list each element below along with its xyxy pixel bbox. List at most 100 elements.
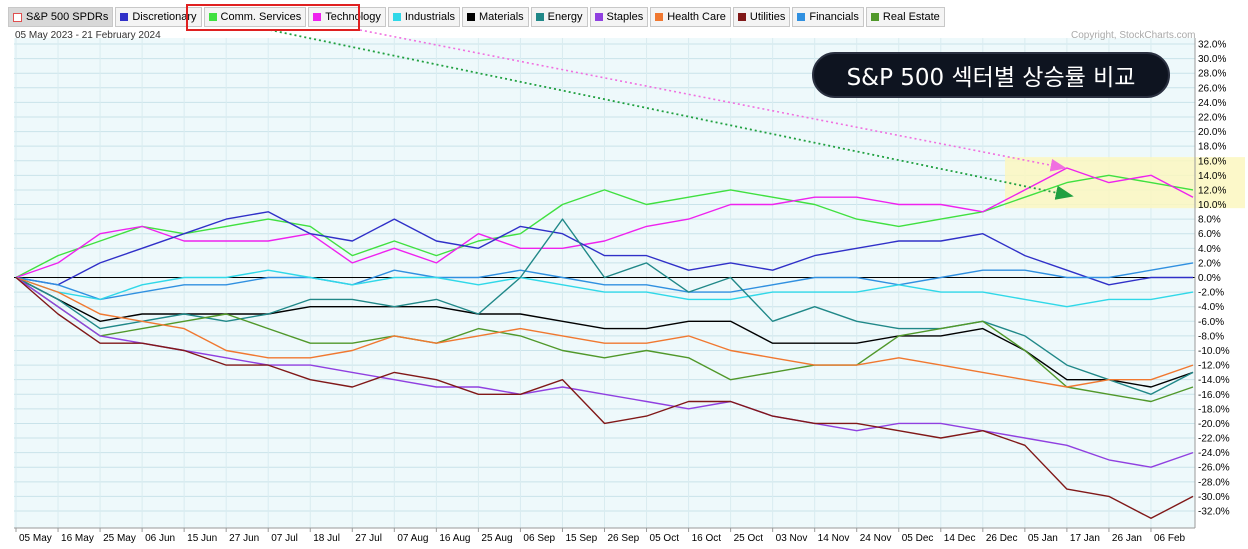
x-tick-label: 06 Jun [145, 533, 175, 544]
legend-swatch [120, 13, 129, 21]
x-tick-label: 05 May [19, 533, 52, 544]
y-tick-label: 28.0% [1198, 69, 1226, 80]
y-tick-label: 26.0% [1198, 83, 1226, 94]
highlight-band [1005, 157, 1245, 209]
legend-label: Materials [479, 11, 524, 23]
y-tick-label: 12.0% [1198, 185, 1226, 196]
y-tick-label: 2.0% [1198, 258, 1221, 269]
y-tick-label: 6.0% [1198, 229, 1221, 240]
legend-highlight-box [186, 4, 360, 31]
legend-item-industrials[interactable]: Industrials [387, 7, 461, 27]
legend-item-health-care[interactable]: Health Care [650, 7, 731, 27]
x-tick-label: 26 Sep [608, 533, 640, 544]
y-axis: 32.0% 30.0% 28.0% 26.0% 24.0% 22.0% 20.0% 18.0%… [1194, 38, 1230, 528]
x-tick-label: 07 Aug [397, 533, 428, 544]
y-tick-label: -6.0% [1198, 317, 1224, 328]
series-line-materials [15, 276, 1194, 388]
legend-label: Real Estate [882, 11, 940, 23]
y-tick-label: -8.0% [1198, 331, 1224, 342]
legend-label: Financials [809, 11, 859, 23]
legend-item-financials[interactable]: Financials [792, 7, 864, 27]
legend-swatch [737, 13, 746, 21]
legend-item-discretionary[interactable]: Discretionary [115, 7, 202, 27]
legend-label: Comm. Services [220, 11, 302, 23]
legend-swatch [594, 13, 603, 21]
series-line-real-estate [15, 276, 1194, 403]
legend-item-staples[interactable]: Staples [589, 7, 649, 27]
legend-label: Industrials [404, 11, 456, 23]
x-tick-label: 27 Jun [229, 533, 259, 544]
x-tick-label: 26 Jan [1112, 533, 1142, 544]
legend: S&P 500 SPDRs Discretionary Comm. Services… [8, 7, 945, 27]
legend-label: Health Care [667, 11, 726, 23]
chart-title-overlay: S&P 500 섹터별 상승률 비교 [812, 52, 1170, 98]
legend-label: Staples [606, 11, 644, 23]
y-tick-label: -18.0% [1198, 404, 1230, 415]
y-tick-label: -30.0% [1198, 492, 1230, 503]
x-tick-label: 15 Jun [187, 533, 217, 544]
x-tick-label: 16 Aug [439, 533, 470, 544]
legend-label: Energy [547, 11, 583, 23]
x-tick-label: 16 Oct [692, 533, 722, 544]
copyright: Copyright, StockCharts.com [1071, 30, 1196, 41]
legend-swatch [870, 13, 879, 21]
series-line-health-care [15, 276, 1194, 388]
y-tick-label: 0.0% [1198, 273, 1221, 284]
legend-label: Technology [325, 11, 381, 23]
legend-item-s-p-500-spdrs[interactable]: S&P 500 SPDRs [8, 7, 114, 27]
y-tick-label: -20.0% [1198, 419, 1230, 430]
x-tick-label: 26 Dec [986, 533, 1018, 544]
y-tick-label: 16.0% [1198, 156, 1226, 167]
x-tick-label: 05 Jan [1028, 533, 1058, 544]
legend-swatch [313, 13, 322, 21]
y-tick-label: 18.0% [1198, 142, 1226, 153]
x-tick-label: 25 Oct [734, 533, 764, 544]
legend-swatch [13, 12, 22, 22]
series-layer [15, 167, 1194, 519]
x-tick-label: 07 Jul [271, 533, 298, 544]
y-tick-label: -4.0% [1198, 302, 1224, 313]
y-tick-label: 20.0% [1198, 127, 1226, 138]
x-tick-label: 25 May [103, 533, 136, 544]
legend-item-utilities[interactable]: Utilities [732, 7, 791, 27]
series-line-utilities [15, 276, 1194, 519]
y-tick-label: -16.0% [1198, 390, 1230, 401]
date-range: 05 May 2023 - 21 February 2024 [15, 30, 161, 41]
x-tick-label: 03 Nov [776, 533, 808, 544]
legend-swatch [208, 13, 217, 21]
y-tick-label: 10.0% [1198, 200, 1226, 211]
legend-swatch [655, 13, 664, 21]
y-tick-label: -10.0% [1198, 346, 1230, 357]
legend-item-technology[interactable]: Technology [308, 7, 386, 27]
series-line-staples [15, 276, 1194, 468]
y-tick-label: 32.0% [1198, 40, 1226, 51]
x-tick-label: 17 Jan [1070, 533, 1100, 544]
legend-item-energy[interactable]: Energy [530, 7, 588, 27]
legend-swatch [797, 13, 806, 21]
legend-label: Discretionary [132, 11, 197, 23]
x-tick-label: 14 Nov [818, 533, 850, 544]
x-tick-label: 06 Feb [1154, 533, 1186, 544]
y-tick-label: 22.0% [1198, 112, 1226, 123]
series-line-industrials [15, 269, 1194, 308]
y-tick-label: -26.0% [1198, 463, 1230, 474]
x-tick-label: 15 Sep [565, 533, 597, 544]
x-tick-label: 27 Jul [355, 533, 382, 544]
legend-item-real-estate[interactable]: Real Estate [865, 7, 945, 27]
legend-item-materials[interactable]: Materials [462, 7, 529, 27]
x-tick-label: 25 Aug [481, 533, 512, 544]
legend-item-comm-services[interactable]: Comm. Services [203, 7, 307, 27]
y-tick-label: 8.0% [1198, 215, 1221, 226]
series-line-energy [15, 218, 1194, 395]
x-tick-label: 05 Oct [650, 533, 680, 544]
x-tick-label: 06 Sep [523, 533, 555, 544]
y-tick-label: 24.0% [1198, 98, 1226, 109]
y-tick-label: -2.0% [1198, 288, 1224, 299]
legend-swatch [392, 13, 401, 21]
series-line-technology [15, 167, 1194, 279]
y-tick-label: -14.0% [1198, 375, 1230, 386]
y-tick-label: 30.0% [1198, 54, 1226, 65]
x-tick-label: 05 Dec [902, 533, 934, 544]
y-tick-label: -22.0% [1198, 434, 1230, 445]
x-tick-label: 18 Jul [313, 533, 340, 544]
